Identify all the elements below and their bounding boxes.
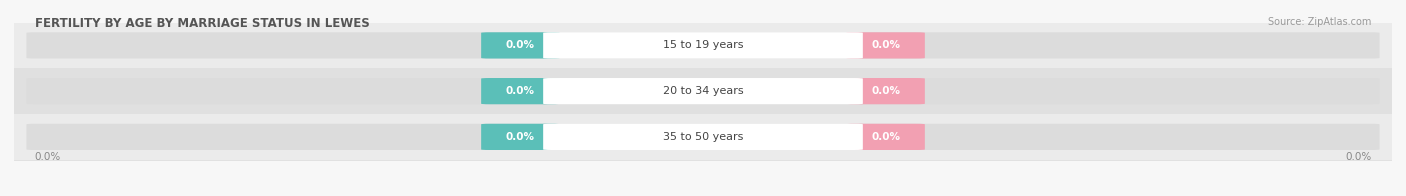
Text: 35 to 50 years: 35 to 50 years (662, 132, 744, 142)
Text: Source: ZipAtlas.com: Source: ZipAtlas.com (1268, 17, 1371, 27)
Text: FERTILITY BY AGE BY MARRIAGE STATUS IN LEWES: FERTILITY BY AGE BY MARRIAGE STATUS IN L… (35, 17, 370, 30)
Text: 15 to 19 years: 15 to 19 years (662, 40, 744, 50)
FancyBboxPatch shape (846, 78, 925, 104)
FancyBboxPatch shape (846, 124, 925, 150)
FancyBboxPatch shape (543, 32, 863, 59)
FancyBboxPatch shape (846, 32, 925, 59)
FancyBboxPatch shape (14, 23, 1392, 68)
Text: 0.0%: 0.0% (872, 86, 900, 96)
Text: 0.0%: 0.0% (506, 86, 534, 96)
Text: 20 to 34 years: 20 to 34 years (662, 86, 744, 96)
FancyBboxPatch shape (14, 114, 1392, 160)
Text: 0.0%: 0.0% (872, 132, 900, 142)
Text: 0.0%: 0.0% (872, 40, 900, 50)
FancyBboxPatch shape (543, 124, 863, 150)
Text: 0.0%: 0.0% (1346, 152, 1371, 162)
FancyBboxPatch shape (481, 78, 560, 104)
FancyBboxPatch shape (27, 32, 1379, 59)
FancyBboxPatch shape (27, 78, 1379, 104)
FancyBboxPatch shape (27, 124, 1379, 150)
Text: 0.0%: 0.0% (506, 40, 534, 50)
FancyBboxPatch shape (481, 32, 560, 59)
FancyBboxPatch shape (14, 68, 1392, 114)
FancyBboxPatch shape (481, 124, 560, 150)
FancyBboxPatch shape (543, 78, 863, 104)
Text: 0.0%: 0.0% (506, 132, 534, 142)
Text: 0.0%: 0.0% (35, 152, 60, 162)
